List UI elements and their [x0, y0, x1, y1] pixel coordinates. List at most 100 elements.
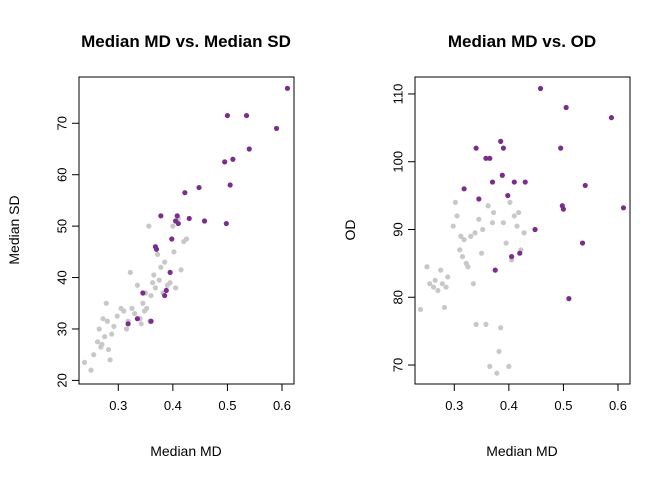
data-point-purple: [182, 190, 188, 196]
data-point-gray: [107, 357, 113, 363]
data-point-purple: [284, 85, 291, 91]
data-point-gray: [127, 269, 133, 276]
data-point-gray: [424, 264, 430, 270]
data-point-purple: [620, 205, 627, 211]
data-point-gray: [121, 308, 127, 314]
data-point-purple: [201, 218, 208, 224]
data-point-gray: [99, 341, 105, 348]
data-point-gray: [109, 331, 115, 337]
x-tick-label-left: 0.4: [164, 398, 182, 413]
y-tick-label-left: 40: [54, 270, 69, 284]
data-point-purple: [175, 220, 181, 227]
data-point-gray: [438, 267, 444, 273]
data-point-purple: [186, 215, 192, 222]
data-point-purple: [517, 250, 523, 256]
data-point-purple: [167, 269, 173, 276]
points-left: [81, 85, 291, 373]
data-point-purple: [566, 296, 572, 302]
data-point-gray: [103, 300, 109, 306]
data-point-gray: [500, 220, 507, 226]
data-point-gray: [435, 287, 441, 294]
data-point-purple: [243, 112, 250, 119]
data-point-gray: [452, 199, 458, 205]
data-point-purple: [608, 115, 615, 121]
y-tick-label-left: 70: [54, 116, 69, 130]
data-point-gray: [81, 359, 88, 366]
data-point-purple: [134, 316, 140, 322]
data-point-purple: [162, 292, 168, 299]
data-point-gray: [432, 277, 438, 283]
data-point-gray: [158, 264, 164, 270]
y-axis-right: 70 80 90 100 110: [390, 84, 415, 372]
y-tick-label-right: 90: [390, 222, 405, 236]
data-point-purple: [492, 267, 498, 273]
data-point-purple: [153, 246, 160, 252]
y-tick-label-right: 80: [390, 290, 405, 304]
data-point-purple: [224, 112, 231, 119]
data-point-gray: [480, 226, 486, 233]
data-point-gray: [154, 251, 161, 258]
data-point-gray: [148, 292, 154, 299]
data-point-purple: [522, 179, 528, 185]
data-point-purple: [579, 240, 586, 246]
data-point-gray: [123, 326, 130, 332]
data-point-gray: [459, 253, 466, 260]
data-point-gray: [427, 281, 433, 287]
data-point-gray: [96, 326, 102, 332]
data-point-gray: [129, 305, 135, 312]
data-point-gray: [457, 247, 463, 253]
data-point-purple: [498, 138, 504, 144]
data-point-purple: [487, 155, 493, 161]
data-point-purple: [246, 146, 252, 152]
data-point-gray: [156, 277, 162, 283]
x-tick-label-left: 0.3: [109, 398, 127, 413]
data-point-gray: [88, 367, 94, 373]
data-point-gray: [167, 280, 173, 286]
data-point-purple: [563, 104, 569, 111]
y-tick-label-left: 50: [54, 219, 69, 233]
y-tick-label-left: 20: [54, 373, 69, 387]
x-axis-label-right: Median MD: [486, 443, 558, 459]
data-point-gray: [476, 216, 482, 222]
data-point-purple: [499, 172, 505, 178]
data-point-gray: [473, 321, 479, 327]
x-tick-label-right: 0.6: [609, 398, 627, 413]
data-point-purple: [508, 253, 515, 260]
data-point-purple: [511, 179, 517, 185]
data-point-gray: [138, 321, 144, 327]
y-tick-label-right: 70: [390, 358, 405, 372]
data-point-purple: [148, 318, 154, 324]
data-point-gray: [468, 233, 474, 239]
data-point-purple: [489, 179, 496, 185]
data-point-gray: [458, 233, 464, 239]
data-point-gray: [151, 272, 157, 278]
data-point-gray: [150, 280, 156, 286]
data-point-purple: [461, 186, 467, 192]
data-point-gray: [171, 249, 177, 255]
data-point-purple: [140, 290, 146, 296]
data-point-purple: [196, 184, 202, 191]
data-point-purple: [227, 182, 233, 188]
y-tick-label-right: 100: [390, 151, 405, 173]
data-point-purple: [558, 145, 564, 151]
data-point-gray: [134, 282, 140, 288]
data-point-gray: [441, 304, 448, 311]
y-tick-label-left: 30: [54, 322, 69, 336]
x-axis-label-left: Median MD: [150, 443, 222, 459]
data-point-gray: [91, 352, 97, 358]
data-point-gray: [450, 223, 456, 229]
data-point-gray: [472, 230, 478, 236]
data-point-gray: [146, 223, 152, 229]
data-point-gray: [511, 213, 517, 219]
data-point-gray: [100, 316, 106, 322]
data-point-gray: [506, 363, 512, 369]
data-point-gray: [516, 209, 522, 216]
y-axis-label-right: OD: [342, 220, 358, 241]
data-point-gray: [170, 223, 176, 229]
data-point-gray: [102, 334, 108, 340]
data-point-purple: [158, 213, 164, 219]
data-point-purple: [174, 213, 180, 219]
chart-title-left: Median MD vs. Median SD: [81, 32, 291, 51]
data-point-gray: [172, 285, 179, 291]
